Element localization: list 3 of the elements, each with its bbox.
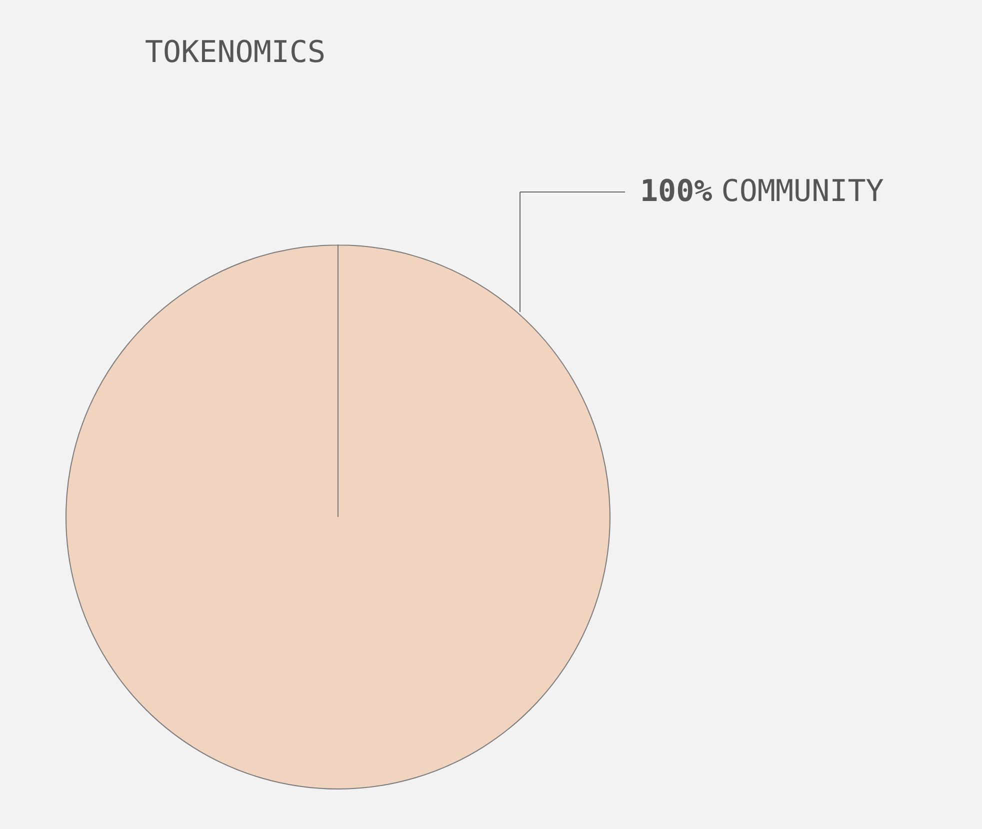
data-label: 100%	[640, 174, 712, 209]
chart-title: TOKENOMICS	[145, 35, 326, 70]
slice-label: COMMUNITY	[721, 174, 884, 209]
